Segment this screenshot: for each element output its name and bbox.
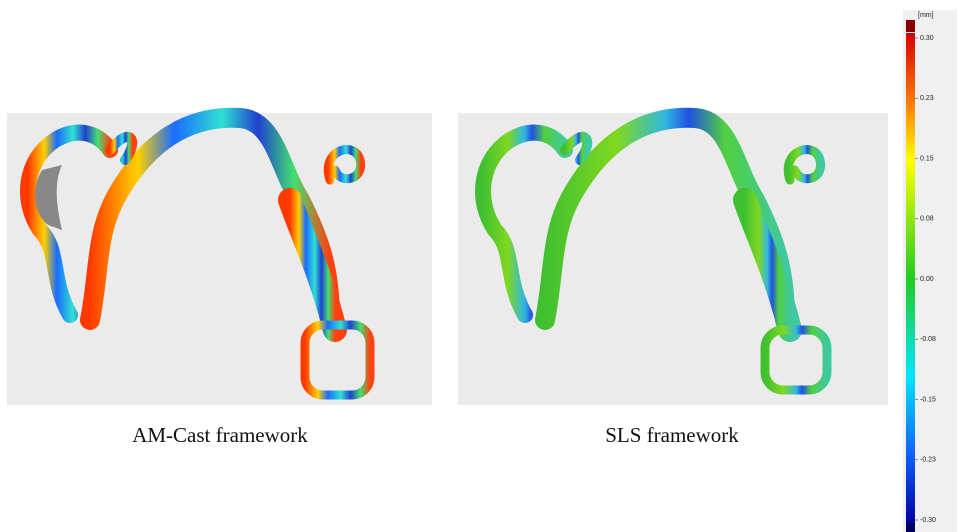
colorbar-label: 0.08	[920, 216, 934, 223]
colorbar-over	[906, 20, 915, 32]
colorbar-label: 0.30	[920, 35, 934, 42]
figure: AM-Cast framework SLS framework [mm] 0.3…	[0, 0, 968, 532]
colorbar-under	[906, 523, 915, 532]
colorbar-label: -0.08	[920, 336, 936, 343]
colorbar-unit: [mm]	[918, 12, 934, 19]
colorbar	[906, 33, 915, 523]
colorbar-label: 0.15	[920, 155, 934, 162]
colorbar-label: -0.15	[920, 396, 936, 403]
colorbar-label: -0.23	[920, 457, 936, 464]
colorbar-label: -0.30	[920, 517, 936, 524]
caption: SLS framework	[605, 423, 739, 447]
colorbar-label: 0.00	[920, 276, 934, 283]
colorbar-label: 0.23	[920, 95, 934, 102]
caption: AM-Cast framework	[132, 423, 308, 447]
